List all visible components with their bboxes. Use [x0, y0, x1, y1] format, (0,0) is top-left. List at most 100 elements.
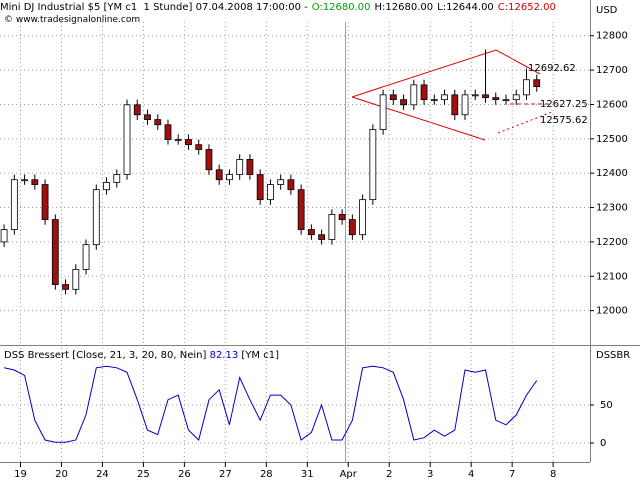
x-tick-label: 20	[55, 469, 68, 480]
header: Mini DJ Industrial $5 [YM c1 1 Stunde] 0…	[0, 2, 564, 13]
x-tick-label: 27	[219, 469, 232, 480]
indicator-last-value: 82.13	[209, 350, 239, 361]
upper-trend-line	[351, 49, 541, 98]
x-tick-label: 26	[178, 469, 191, 480]
candle-body	[348, 219, 356, 236]
x-tick-label: 7	[509, 469, 515, 480]
candle-body	[318, 234, 326, 240]
header-title: Mini DJ Industrial $5 [YM c1 1 Stunde] 0…	[0, 2, 308, 13]
candle-body	[62, 284, 69, 290]
candle-body	[410, 84, 418, 106]
candle-body	[287, 179, 295, 191]
candle-body	[502, 99, 510, 102]
candle-body	[482, 94, 489, 98]
x-tick-label: 3	[427, 469, 433, 480]
pattern-label: 12692.62	[528, 63, 576, 74]
candle-body	[246, 159, 254, 175]
x-tick-label: 19	[14, 469, 27, 480]
candle-body	[133, 104, 141, 116]
candle-body	[205, 149, 213, 171]
candle-body	[72, 269, 80, 290]
y-tick-label: 12700	[596, 65, 628, 76]
y-tick-label: 12200	[596, 237, 628, 248]
x-tick-label: 28	[260, 469, 273, 480]
y-tick-label: 50	[600, 400, 613, 411]
y-tick-label: 12800	[596, 31, 628, 42]
y-tick-label: 12300	[596, 203, 628, 214]
indicator-symbol: [YM c1]	[241, 350, 279, 361]
candle-body	[267, 184, 274, 201]
candle-body	[226, 174, 233, 181]
candle-body	[307, 229, 315, 236]
y-tick-label: 12100	[596, 271, 628, 282]
quote-value: H:12680.00	[374, 2, 434, 13]
candle-body	[21, 179, 28, 182]
quote-value: O:12680.00	[311, 2, 371, 13]
pattern-label: 12575.62	[540, 115, 588, 126]
x-tick-label: 24	[96, 469, 109, 480]
y-tick-label: 12600	[596, 99, 628, 110]
candle-body	[103, 182, 110, 191]
indicator-title: DSS Bressert [Close, 21, 3, 20, 80, Nein…	[4, 350, 279, 361]
candle-body	[430, 99, 438, 102]
quote-value: L:12644.00	[437, 2, 494, 13]
candle-body	[338, 214, 346, 220]
candle-body	[451, 94, 459, 116]
candle-body	[389, 94, 397, 101]
candle-body	[297, 189, 305, 230]
candle-body	[461, 94, 469, 116]
x-tick-label: 25	[137, 469, 150, 480]
x-tick-label: 31	[301, 469, 314, 480]
candle-body	[533, 79, 541, 88]
y-tick-label: 12000	[596, 306, 628, 317]
candle-body	[164, 124, 172, 140]
candle-body	[195, 144, 203, 150]
candle-body	[256, 174, 264, 201]
x-tick-label: 8	[550, 469, 556, 480]
source: © www.tradesignalonline.com	[4, 15, 141, 25]
candle-body	[236, 159, 244, 175]
candle-body	[328, 214, 336, 240]
candle-body	[113, 174, 121, 183]
candle-body	[379, 94, 387, 130]
candle-body	[123, 104, 131, 175]
candle-body	[144, 114, 151, 120]
lower-trend-line	[351, 96, 486, 141]
pattern-label: 12627.25	[540, 99, 588, 110]
candle-body	[441, 94, 448, 101]
candle-body	[51, 219, 59, 285]
candle-body	[400, 99, 407, 106]
indicator-axis-label: DSSBR	[596, 350, 630, 361]
candle-body	[41, 184, 49, 220]
candle-body	[471, 94, 479, 97]
quotes: O:12680.00 H:12680.00 L:12644.00 C:12652.00	[312, 2, 560, 13]
quote-value: C:12652.00	[497, 2, 556, 13]
candle-body	[92, 189, 100, 246]
candle-body	[369, 129, 377, 201]
candle-body	[31, 179, 39, 185]
candle-body	[523, 79, 530, 96]
candle-body	[0, 229, 8, 243]
y-axis-unit: USD	[596, 5, 618, 16]
x-tick-label: 2	[386, 469, 392, 480]
candle-body	[277, 179, 285, 185]
candle-body	[359, 199, 367, 236]
candle-body	[154, 119, 162, 126]
y-tick-label: 12500	[596, 134, 628, 145]
candle-body	[492, 97, 500, 101]
candle-body	[420, 84, 428, 101]
candle-body	[174, 139, 182, 141]
x-tick-label: 4	[468, 469, 474, 480]
candle-body	[215, 169, 223, 181]
indicator-line	[3, 365, 538, 443]
candle-body	[82, 244, 90, 270]
candle-body	[10, 179, 18, 230]
y-tick-label: 0	[600, 438, 606, 449]
x-tick-label: Apr	[340, 469, 358, 480]
y-tick-label: 12400	[596, 168, 628, 179]
indicator-name: DSS Bressert [Close, 21, 3, 20, 80, Nein…	[4, 350, 207, 361]
candle-body	[512, 94, 520, 101]
